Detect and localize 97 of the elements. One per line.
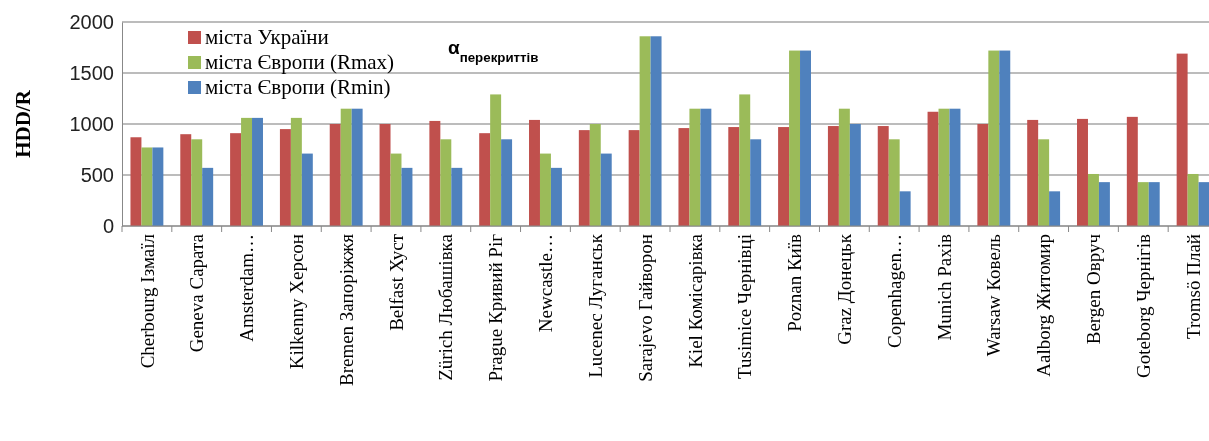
bar: [301, 153, 313, 226]
y-tick-label: 0: [102, 214, 114, 237]
bar: [949, 108, 961, 226]
bar: [600, 153, 612, 226]
bar: [241, 117, 253, 226]
bar: [290, 117, 302, 226]
bar: [639, 36, 651, 226]
bar: [1176, 53, 1188, 226]
bar: [999, 50, 1011, 226]
bar: [1148, 182, 1160, 226]
bar: [899, 191, 911, 226]
bar: [689, 108, 701, 226]
bar: [938, 108, 950, 226]
bar: [501, 139, 513, 226]
bar: [650, 36, 662, 226]
bar: [451, 167, 463, 226]
bar: [550, 167, 562, 226]
bar: [988, 50, 1000, 226]
bar: [700, 108, 712, 226]
bar: [877, 126, 889, 226]
x-tick-label: Newcastle…: [535, 234, 557, 333]
legend-label: міста України: [205, 25, 329, 49]
bar: [141, 147, 153, 226]
x-tick-label: Tusimice Чернівці: [734, 234, 756, 379]
x-tick-label: Aalborg Житомир: [1033, 234, 1055, 377]
bar: [1187, 173, 1199, 226]
bar: [130, 137, 142, 226]
x-tick-label: Sarajevo Гайворон: [634, 234, 656, 382]
x-tick-label: Kilkenny Херсон: [286, 234, 308, 370]
bar: [1038, 139, 1050, 226]
bar: [728, 127, 740, 226]
bar: [1049, 191, 1061, 226]
bar: [1137, 182, 1149, 226]
bar: [750, 139, 762, 226]
bar: [379, 124, 391, 226]
bar: [202, 167, 214, 226]
x-tick-label: Munich Рахів: [933, 233, 955, 341]
bar: [800, 50, 811, 226]
bar: [589, 124, 601, 226]
bar: [351, 108, 363, 226]
bar: [849, 124, 861, 226]
bar: [1077, 118, 1088, 226]
bar: [401, 167, 413, 226]
legend-label: міста Європи (Rmin): [205, 75, 391, 99]
x-tick-label: Bergen Овруч: [1083, 233, 1105, 345]
x-tick-label: Zürich Любашівка: [435, 233, 457, 381]
x-tick-label: Geneva Сарата: [186, 233, 208, 353]
y-tick-label: 1000: [69, 112, 114, 135]
x-tick-label: Cherbourg Ізмаїл: [136, 233, 158, 369]
bar: [529, 119, 540, 226]
bar: [152, 147, 164, 226]
bar: [1098, 182, 1110, 226]
bar: [252, 117, 263, 226]
x-tick-label: Tromsö Плай: [1182, 234, 1204, 339]
x-tick-label: Copenhagen…: [883, 234, 905, 348]
bar: [578, 130, 590, 226]
annotation: α$_{перекриттів}$: [448, 37, 539, 65]
y-tick-label: 500: [80, 163, 114, 186]
bar: [888, 139, 900, 226]
bar: [838, 108, 850, 226]
x-tick-label: Bremen Запоріжжя: [335, 233, 357, 387]
bar: [479, 133, 491, 226]
x-tick-label: Poznan Київ: [784, 233, 806, 332]
bar: [440, 139, 452, 226]
y-axis-title: HDD/R: [11, 89, 35, 158]
bar: [539, 153, 551, 226]
bar: [678, 128, 690, 226]
legend-label: міста Європи (Rmax): [205, 50, 395, 74]
x-tick-label: Amsterdam…: [236, 234, 258, 342]
x-tick-label: Lucenec Луганськ: [584, 233, 606, 378]
bar: [329, 124, 341, 226]
bar: [1087, 173, 1099, 226]
bar: [1198, 182, 1209, 226]
bar: [191, 139, 203, 226]
x-tick-label: Warsaw Ковель: [983, 233, 1005, 357]
bar: [827, 126, 839, 226]
bar: [628, 130, 640, 226]
bar: [789, 50, 801, 226]
bar: [180, 134, 192, 226]
bar: [1126, 116, 1138, 226]
x-tick-label: Prague Кривий Ріг: [485, 233, 507, 382]
bar: [778, 127, 790, 226]
bar: [739, 94, 751, 226]
bar: [230, 133, 242, 226]
x-tick-label: Goteborg Чернігів: [1132, 233, 1154, 378]
bar: [977, 124, 989, 226]
bar: [927, 111, 939, 226]
bar: [1027, 119, 1039, 226]
y-tick-label: 1500: [69, 61, 114, 84]
bar: [279, 129, 291, 226]
bar: [429, 120, 441, 226]
x-tick-label: Graz Донецьк: [834, 233, 856, 345]
x-tick-label: Belfast Хуст: [385, 233, 407, 331]
x-tick-label: Kiel Комісарівка: [684, 233, 706, 368]
bar: [490, 94, 502, 226]
y-tick-label: 2000: [69, 10, 114, 33]
bar: [340, 108, 352, 226]
